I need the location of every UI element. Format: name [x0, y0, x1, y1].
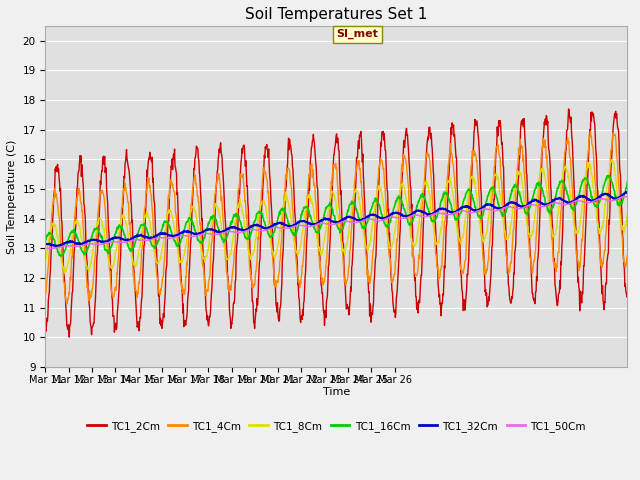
Line: TC1_50Cm: TC1_50Cm [45, 196, 627, 248]
TC1_50Cm [294, 223, 302, 228]
TC1_2Cm [348, 264, 355, 270]
TC1_2Cm [360, 182, 367, 188]
TC1_8Cm [140, 218, 148, 224]
TC1_8Cm [61, 270, 68, 276]
Line: TC1_16Cm: TC1_16Cm [45, 176, 627, 256]
TC1_4Cm [63, 300, 71, 306]
TC1_4Cm [42, 292, 49, 298]
TC1_8Cm [360, 233, 367, 239]
TC1_8Cm [623, 212, 631, 217]
TC1_4Cm [587, 129, 595, 134]
TC1_50Cm [360, 217, 367, 223]
Line: TC1_32Cm: TC1_32Cm [45, 192, 627, 246]
TC1_2Cm [42, 326, 49, 332]
TC1_32Cm [238, 227, 246, 233]
TC1_4Cm [238, 175, 246, 180]
TC1_50Cm [140, 237, 148, 243]
TC1_50Cm [238, 229, 246, 235]
TC1_50Cm [49, 245, 56, 251]
TC1_4Cm [623, 252, 631, 258]
Y-axis label: Soil Temperature (C): Soil Temperature (C) [7, 139, 17, 253]
TC1_16Cm [294, 224, 302, 229]
TC1_2Cm [564, 106, 572, 112]
TC1_2Cm [623, 290, 631, 296]
TC1_16Cm [119, 228, 127, 233]
TC1_16Cm [348, 198, 355, 204]
Line: TC1_4Cm: TC1_4Cm [45, 132, 627, 303]
TC1_32Cm [52, 243, 60, 249]
TC1_16Cm [623, 180, 631, 185]
TC1_32Cm [42, 241, 49, 247]
TC1_2Cm [238, 146, 246, 152]
TC1_32Cm [348, 215, 355, 220]
TC1_32Cm [623, 190, 631, 195]
TC1_2Cm [140, 242, 148, 248]
TC1_32Cm [360, 216, 367, 222]
Line: TC1_8Cm: TC1_8Cm [45, 159, 627, 273]
TC1_8Cm [608, 156, 616, 162]
Text: SI_met: SI_met [337, 29, 378, 39]
Title: Soil Temperatures Set 1: Soil Temperatures Set 1 [245, 7, 428, 22]
TC1_50Cm [621, 193, 628, 199]
TC1_4Cm [348, 223, 355, 229]
TC1_4Cm [360, 216, 367, 222]
TC1_16Cm [42, 238, 49, 244]
TC1_16Cm [360, 226, 367, 232]
Line: TC1_2Cm: TC1_2Cm [45, 109, 627, 337]
TC1_16Cm [57, 253, 65, 259]
TC1_32Cm [294, 220, 302, 226]
TC1_16Cm [140, 221, 148, 227]
TC1_8Cm [348, 206, 355, 212]
TC1_2Cm [294, 281, 302, 287]
TC1_32Cm [623, 189, 630, 195]
TC1_8Cm [238, 208, 246, 214]
TC1_4Cm [140, 214, 148, 219]
TC1_50Cm [119, 240, 127, 245]
TC1_50Cm [348, 219, 355, 225]
TC1_50Cm [42, 245, 49, 251]
TC1_4Cm [119, 192, 127, 197]
TC1_8Cm [119, 215, 127, 220]
TC1_4Cm [294, 279, 302, 285]
TC1_50Cm [623, 194, 631, 200]
TC1_2Cm [119, 200, 127, 206]
TC1_8Cm [42, 259, 49, 265]
TC1_32Cm [119, 237, 127, 242]
Legend: TC1_2Cm, TC1_4Cm, TC1_8Cm, TC1_16Cm, TC1_32Cm, TC1_50Cm: TC1_2Cm, TC1_4Cm, TC1_8Cm, TC1_16Cm, TC1… [83, 417, 590, 436]
TC1_8Cm [294, 250, 302, 255]
TC1_16Cm [238, 224, 246, 230]
X-axis label: Time: Time [323, 387, 350, 397]
TC1_32Cm [140, 234, 148, 240]
TC1_2Cm [65, 334, 73, 340]
TC1_16Cm [604, 173, 612, 179]
